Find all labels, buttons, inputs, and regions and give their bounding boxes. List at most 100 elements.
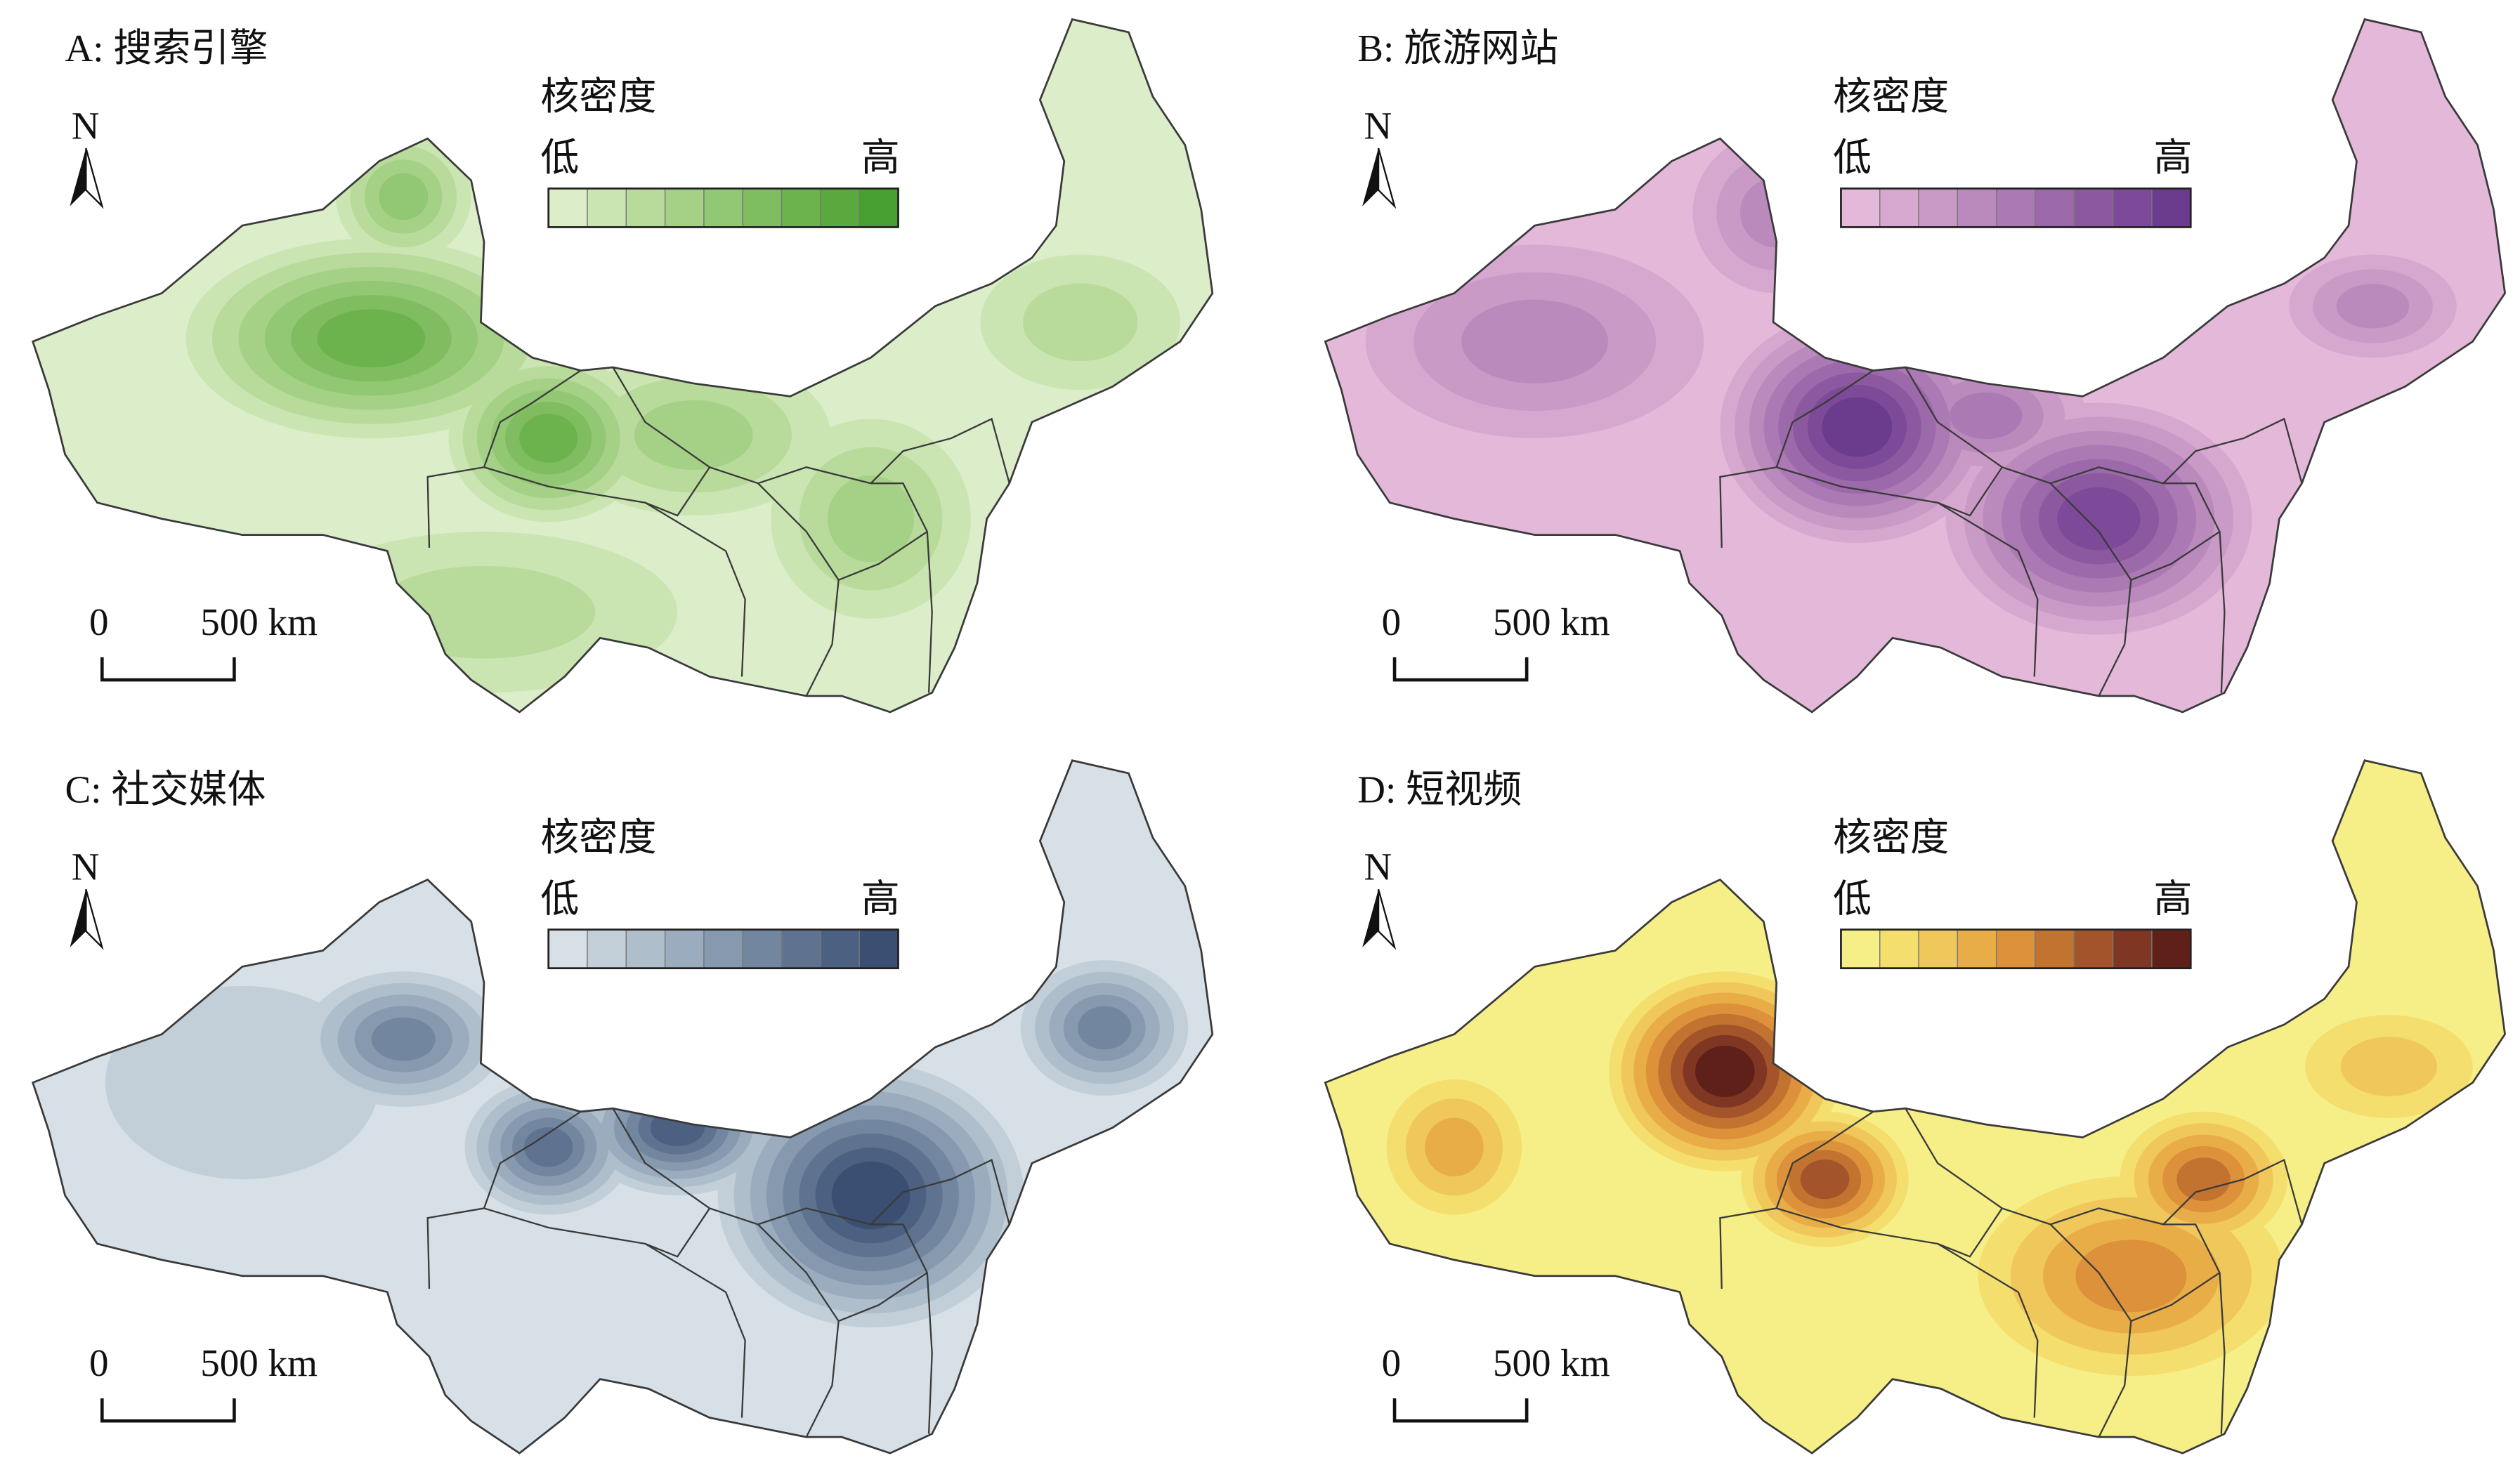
province-border [1719,369,1874,548]
province-border [483,1207,746,1418]
legend-low: 低 [1833,136,1872,179]
density-contour [1461,299,1608,383]
density-contour [827,475,915,563]
density-contour [317,309,426,368]
country-outline [31,759,1214,1454]
country-outline [31,18,1214,714]
legend-title: 核密度 [540,75,656,118]
scale-label: 500 km [200,1341,318,1384]
province-border [612,367,840,697]
legend-swatch [703,928,743,969]
legend-swatch [625,928,666,969]
scale-zero: 0 [1382,600,1402,643]
north-label: N [1364,845,1392,888]
density-contour [105,985,379,1180]
scale-label: 500 km [200,600,318,643]
north-arrow [1362,889,1379,947]
legend-swatch [742,928,783,969]
province-border [2130,1272,2221,1322]
north-arrow-half [85,147,104,209]
province-border [1719,1110,1874,1289]
province-border [2130,531,2221,581]
legend-low: 低 [540,136,579,179]
province-border [2162,1158,2303,1226]
province-border [644,1207,711,1258]
scale-label: 500 km [1493,600,1610,643]
province-border [1937,1207,2003,1258]
density-surface [1365,132,2457,635]
density-contour [1077,1006,1132,1050]
legend-swatch [1840,188,1881,228]
legend-swatch [820,928,860,969]
legend-swatch [2073,188,2114,228]
density-contour [2336,284,2410,329]
density-contour [1022,283,1138,362]
north-arrow-half [1377,147,1397,209]
density-surface [185,132,1180,693]
legend-low: 低 [1833,877,1872,920]
density-surface [1386,971,2473,1377]
legend-swatch [664,928,705,969]
north-arrow [70,889,86,947]
density-contour [1425,1117,1484,1177]
legend-swatch [859,188,899,228]
province-border [426,369,582,548]
legend-swatch [742,188,783,228]
density-contour [371,1017,436,1061]
scale-zero: 0 [89,600,109,643]
legend-swatch [2151,928,2191,969]
legend-swatch [2151,188,2191,228]
province-border [870,417,1010,484]
province-border [757,466,933,693]
province-border [757,1207,933,1434]
country-outline [1324,759,2506,1454]
province-border [1905,367,2132,697]
north-label: N [72,845,100,888]
province-border [2162,417,2303,484]
panel-title: A: 搜索引擎 [65,27,268,70]
legend-high: 高 [861,877,900,920]
north-arrow [70,148,86,206]
province-border [644,466,711,517]
legend-swatch [625,188,666,228]
legend-swatch [2112,928,2153,969]
legend-swatch [548,188,588,228]
country-outline [1324,18,2506,714]
province-border [1776,466,2039,677]
density-contour [650,1109,705,1146]
legend-swatch [1918,188,1959,228]
legend-swatch [2035,188,2075,228]
legend-swatch [1996,188,2036,228]
province-border [1776,1207,2039,1418]
scale-label: 500 km [1493,1341,1610,1384]
legend-swatch [587,188,627,228]
north-arrow [1362,148,1379,206]
legend-title: 核密度 [540,816,656,859]
panel-title: B: 旅游网站 [1357,27,1558,70]
province-border [426,1110,582,1289]
scale-zero: 0 [1382,1341,1402,1384]
province-border [612,1108,840,1438]
density-contour [2057,487,2141,551]
scale-bar [100,657,236,682]
legend-frame [1840,928,2192,970]
density-contour [1695,1046,1755,1097]
legend-swatch [859,928,899,969]
province-border [2050,1207,2226,1434]
legend-high: 高 [861,136,900,179]
legend-swatch [1879,188,1919,228]
legend-title: 核密度 [1833,816,1949,859]
legend-low: 低 [540,877,579,920]
north-arrow-half [1377,888,1397,950]
density-contour [2075,1240,2187,1313]
province-border [838,531,928,581]
scale-bar [100,1398,236,1423]
legend-swatch [2035,928,2075,969]
legend-title: 核密度 [1833,75,1949,118]
density-contour [372,565,596,659]
